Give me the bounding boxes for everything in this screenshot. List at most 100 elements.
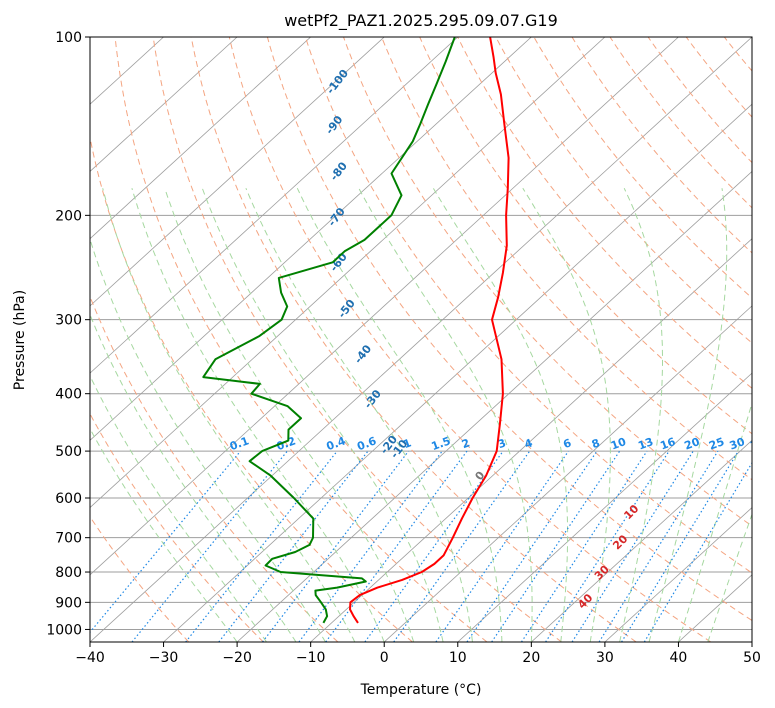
y-tick-label: 800 <box>55 565 82 581</box>
mixing-ratio-label: 0.1 <box>228 434 251 453</box>
moist-adiabat-line <box>296 187 503 642</box>
y-tick-label: 500 <box>55 444 82 460</box>
mixing-ratio-line <box>598 450 719 642</box>
dry-adiabat-label: -70 <box>325 205 348 229</box>
isotherm-line <box>90 37 238 172</box>
isotherm-line <box>751 641 752 642</box>
moist-adiabat-line <box>131 188 385 642</box>
x-tick-label: −30 <box>149 650 179 666</box>
mixing-ratio-line <box>185 450 338 642</box>
mixing-ratio-label: 16 <box>658 435 677 453</box>
mixing-ratio-line <box>491 450 621 642</box>
isotherm-line <box>90 37 385 307</box>
x-tick-label: 30 <box>596 650 614 666</box>
y-tick-label: 1000 <box>46 622 82 638</box>
mixing-ratio-line <box>364 450 504 642</box>
dry-adiabat-line <box>266 37 752 622</box>
mixing-ratio-label: 1.5 <box>430 434 453 453</box>
x-tick-label: 20 <box>522 650 540 666</box>
isotherm-line <box>310 238 752 642</box>
mixing-ratio-line <box>643 461 752 642</box>
mixing-ratio-line <box>218 450 369 642</box>
moist-adiabat-line <box>619 187 663 642</box>
mixing-ratio-label: 0.4 <box>325 434 348 453</box>
mixing-ratio-label: 2 <box>460 436 472 451</box>
mixing-ratio-label: 8 <box>590 436 602 451</box>
dry-adiabat-line <box>609 37 752 209</box>
mixing-ratio-label: 0.6 <box>355 434 378 453</box>
dry-adiabat-label: -40 <box>352 342 375 366</box>
dry-adiabat-line <box>762 37 775 642</box>
dry-adiabat-line <box>190 37 637 642</box>
y-tick-label: 700 <box>55 531 82 547</box>
moist-adiabat-label: 40 <box>575 591 595 611</box>
dry-adiabat-line <box>381 37 752 481</box>
isotherm-line <box>383 305 752 642</box>
mixing-ratio-label: 4 <box>523 436 535 451</box>
mixing-ratio-line <box>435 450 569 642</box>
mixing-ratio-label: 30 <box>728 435 747 453</box>
isotherm-line <box>531 439 752 642</box>
moist-adiabat-line <box>90 313 297 642</box>
x-tick-label: −20 <box>222 650 252 666</box>
mixing-ratio-line <box>621 450 739 642</box>
x-tick-label: 10 <box>449 650 467 666</box>
y-tick-label: 900 <box>55 595 82 611</box>
dry-adiabat-line <box>90 295 339 642</box>
chart-title: wetPf2_PAZ1.2025.295.09.07.G19 <box>284 11 558 31</box>
y-tick-label: 300 <box>55 313 82 329</box>
y-tick-label: 400 <box>55 387 82 403</box>
isotherm-line <box>90 37 459 374</box>
moist-adiabat-line <box>245 188 473 642</box>
dry-adiabat-line <box>571 37 752 254</box>
x-tick-label: −40 <box>75 650 105 666</box>
dry-adiabat-line <box>685 37 752 118</box>
moist-adiabat-label: 10 <box>621 502 641 522</box>
moist-adiabat-line <box>90 374 267 642</box>
dry-adiabat-line <box>152 37 562 642</box>
dry-adiabat-line <box>419 37 752 435</box>
y-tick-label: 600 <box>55 491 82 507</box>
x-tick-label: 50 <box>743 650 761 666</box>
dry-adiabat-line <box>647 37 752 164</box>
y-axis-label: Pressure (hPa) <box>12 290 28 390</box>
moist-adiabat-line <box>648 188 728 642</box>
mixing-ratio-label: 0.2 <box>275 434 298 453</box>
mixing-ratio-line <box>262 450 410 642</box>
background-lines <box>90 37 775 642</box>
dry-adiabat-line <box>495 37 752 344</box>
mixing-ratio-label: 3 <box>496 436 508 451</box>
moist-adiabat-line <box>102 188 356 642</box>
isotherm-line <box>90 37 752 642</box>
dry-adiabat-line <box>457 37 752 389</box>
mixing-ratio-label: 1 <box>402 436 414 451</box>
mixing-ratio-line <box>90 450 241 634</box>
x-axis-label: Temperature (°C) <box>360 682 482 698</box>
y-tick-label: 200 <box>55 208 82 224</box>
mixing-ratio-labels: 0.1 0.2 0.4 0.6 1 1.5 2 3 4 6 8 10 13 16 20 25 30 36 <box>228 434 752 453</box>
dry-adiabat-label: -80 <box>328 159 351 183</box>
mixing-ratio-line <box>393 450 531 642</box>
x-tick-label: 40 <box>670 650 688 666</box>
y-tick-label: 100 <box>55 30 82 46</box>
mixing-ratio-label: 13 <box>636 435 655 452</box>
dry-adiabat-label: -90 <box>323 113 346 137</box>
isotherm-line <box>163 103 752 642</box>
isotherm-line <box>90 37 679 576</box>
mixing-ratio-line <box>571 450 694 642</box>
moist-adiabat-line <box>677 401 752 642</box>
mixing-ratio-label: 20 <box>683 435 702 453</box>
dry-adiabat-line <box>90 135 413 642</box>
x-tick-label: 0 <box>380 650 389 666</box>
isotherm-line <box>90 37 311 240</box>
dry-adiabat-line <box>304 37 752 574</box>
y-axis-ticks: 100 200 300 400 500 600 700 800 900 1000 <box>46 30 90 638</box>
isotherm-line <box>236 170 752 642</box>
x-tick-label: −10 <box>296 650 326 666</box>
mixing-ratio-line <box>131 450 288 642</box>
dewpoint-profile-line <box>202 37 456 624</box>
moist-adiabat-line <box>707 513 752 642</box>
dry-adiabat-label: -50 <box>335 297 358 321</box>
